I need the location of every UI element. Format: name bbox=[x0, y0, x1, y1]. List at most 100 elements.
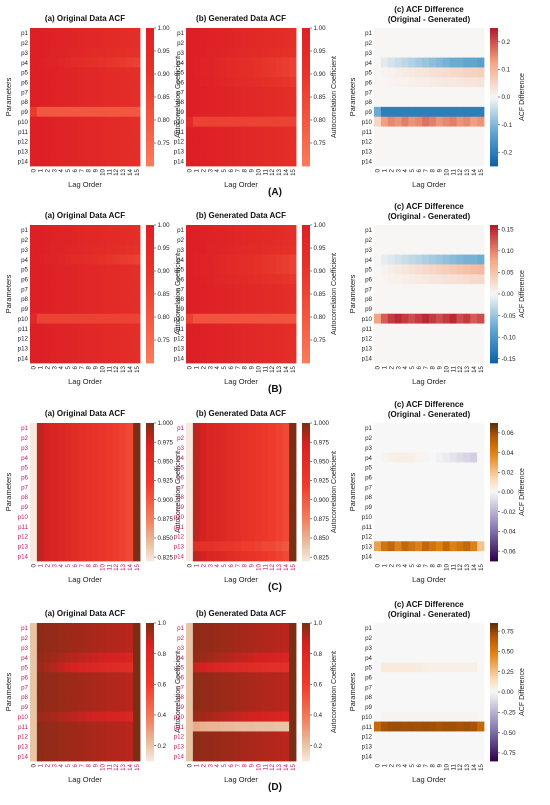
heatmap-cell bbox=[394, 423, 402, 434]
heatmap-cell bbox=[43, 136, 52, 147]
heatmap-cell bbox=[470, 721, 478, 732]
heatmap-cell bbox=[408, 274, 416, 285]
heatmap-cell bbox=[449, 492, 457, 503]
heatmap-cell bbox=[85, 116, 93, 127]
heatmap-cell bbox=[477, 442, 485, 453]
heatmap-cell bbox=[415, 551, 423, 562]
heatmap-cell bbox=[449, 692, 457, 703]
heatmap-cell bbox=[374, 284, 382, 295]
heatmap-cell bbox=[247, 642, 256, 653]
heatmap-cell bbox=[91, 87, 100, 98]
heatmap-cell bbox=[119, 501, 127, 513]
heatmap-cell bbox=[422, 672, 430, 683]
heatmap-cell bbox=[43, 501, 52, 513]
heatmap-cell bbox=[282, 274, 290, 285]
colorbar-segment bbox=[490, 317, 498, 320]
heatmap-cell bbox=[213, 244, 221, 255]
heatmap-cell bbox=[133, 511, 141, 522]
heatmap-cell bbox=[254, 234, 263, 246]
heatmap-cell bbox=[380, 146, 389, 157]
colorbar-segment bbox=[302, 494, 310, 497]
heatmap-cell bbox=[380, 116, 389, 127]
colorbar-segment bbox=[146, 450, 154, 454]
colorbar-segment bbox=[146, 351, 154, 355]
heatmap-cell bbox=[380, 721, 389, 732]
colorbar-tick-label: 0.90 bbox=[314, 71, 327, 78]
panel-title: (c) ACF Difference bbox=[394, 5, 464, 14]
heatmap-cell bbox=[133, 323, 141, 334]
heatmap-cell bbox=[206, 294, 214, 305]
x-tick-label: 7 bbox=[79, 763, 86, 767]
heatmap-cell bbox=[105, 47, 113, 58]
x-tick-label: 14 bbox=[283, 763, 290, 770]
heatmap-cell bbox=[394, 521, 402, 532]
heatmap-cell bbox=[415, 136, 423, 147]
heatmap-cell bbox=[449, 701, 457, 713]
heatmap-cell bbox=[192, 531, 201, 542]
heatmap-cell bbox=[126, 551, 134, 562]
colorbar-segment bbox=[302, 501, 310, 504]
heatmap-cell bbox=[220, 116, 228, 127]
heatmap-cell bbox=[415, 353, 423, 364]
heatmap-cell bbox=[85, 551, 93, 562]
colorbar-segment bbox=[146, 503, 154, 507]
heatmap-cell bbox=[43, 682, 52, 693]
heatmap-cell bbox=[374, 146, 382, 157]
colorbar-label: Autocorrelation Coefficient bbox=[175, 451, 182, 533]
heatmap-cell bbox=[213, 126, 221, 137]
heatmap-cell bbox=[470, 741, 478, 752]
heatmap-cell bbox=[374, 294, 382, 305]
heatmap-cell bbox=[380, 323, 389, 334]
colorbar-segment bbox=[146, 429, 154, 433]
colorbar-segment bbox=[490, 44, 498, 47]
heatmap-cell bbox=[112, 432, 120, 444]
heatmap-cell bbox=[408, 146, 416, 157]
heatmap-cell bbox=[374, 274, 382, 285]
colorbar-segment bbox=[490, 333, 498, 336]
heatmap-cell bbox=[380, 244, 389, 255]
heatmap-cell bbox=[36, 126, 45, 137]
colorbar-segment bbox=[302, 94, 310, 98]
colorbar-segment bbox=[490, 671, 498, 674]
heatmap-cell bbox=[119, 751, 127, 762]
heatmap-cell bbox=[394, 551, 402, 562]
colorbar-segment bbox=[302, 28, 310, 31]
heatmap-cell bbox=[105, 632, 113, 644]
heatmap-cell bbox=[241, 156, 249, 167]
heatmap-cell bbox=[91, 323, 100, 334]
heatmap-cell bbox=[78, 662, 86, 673]
y-tick-label: p8 bbox=[365, 296, 372, 303]
y-axis-label: Parameters bbox=[348, 77, 357, 116]
heatmap-cell bbox=[435, 67, 444, 78]
heatmap-cell bbox=[415, 531, 423, 542]
heatmap-cell bbox=[261, 632, 269, 644]
heatmap-cell bbox=[50, 521, 58, 532]
colorbar-tick-label: 0.6 bbox=[158, 682, 167, 689]
heatmap-cell bbox=[268, 472, 276, 483]
heatmap-cell bbox=[387, 77, 396, 88]
heatmap-cell bbox=[227, 531, 235, 542]
heatmap-cell bbox=[282, 254, 290, 265]
colorbar-label: Autocorrelation Coefficient bbox=[331, 451, 338, 533]
heatmap-cells bbox=[30, 225, 141, 364]
colorbar-segment bbox=[146, 133, 154, 137]
heatmap-cell bbox=[442, 67, 451, 78]
heatmap-cell bbox=[289, 521, 297, 532]
y-tick-label: p14 bbox=[174, 553, 185, 560]
colorbar-segment bbox=[490, 473, 498, 477]
heatmap-cell bbox=[254, 721, 263, 732]
x-tick-label: 4 bbox=[214, 563, 221, 567]
heatmap-cell bbox=[227, 521, 235, 532]
heatmap-cell bbox=[401, 521, 409, 532]
heatmap-cell bbox=[192, 313, 201, 324]
heatmap-cell bbox=[449, 662, 457, 673]
heatmap-cell bbox=[241, 303, 249, 315]
heatmap-cell bbox=[456, 57, 464, 68]
heatmap-cell bbox=[415, 711, 423, 722]
heatmap-cell bbox=[227, 303, 235, 315]
heatmap-cell bbox=[199, 146, 208, 157]
heatmap-cell bbox=[50, 462, 58, 473]
heatmap-cell bbox=[213, 333, 221, 344]
heatmap-cell bbox=[57, 146, 65, 157]
colorbar-segment bbox=[490, 680, 498, 684]
